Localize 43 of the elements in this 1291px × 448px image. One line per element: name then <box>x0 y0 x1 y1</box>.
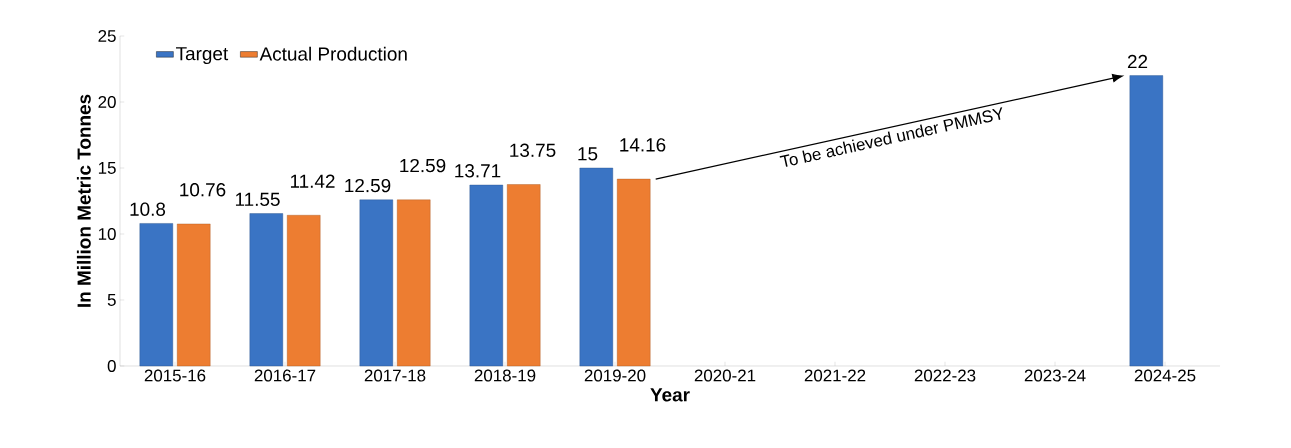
x-tick-label: 2017-18 <box>364 369 426 382</box>
bar <box>287 215 321 367</box>
bar <box>507 184 541 367</box>
data-label: 12.59 <box>400 158 446 173</box>
y-axis-title: In Million Metric Tonnes <box>76 94 91 307</box>
x-tick-label: 2023-24 <box>1024 369 1086 382</box>
legend-label: Target <box>176 47 229 65</box>
y-tick-label: 25 <box>98 30 116 42</box>
bar <box>359 199 393 367</box>
bar <box>469 184 503 367</box>
x-tick-label: 2019-20 <box>584 369 646 382</box>
bar <box>579 167 614 367</box>
y-tick-label: 15 <box>98 162 116 174</box>
x-tick-label: 2016-17 <box>254 369 316 382</box>
bar <box>249 213 283 367</box>
annotation: To be achieved under PMMSY <box>779 107 1003 167</box>
data-label: 10.8 <box>130 202 166 216</box>
bar <box>1129 75 1164 367</box>
data-label: 14.16 <box>620 138 666 152</box>
y-tick-label: 5 <box>107 294 116 306</box>
data-label: 11.42 <box>290 174 335 188</box>
y-tick-label: 10 <box>98 228 116 240</box>
x-tick-label: 2018-19 <box>474 369 536 382</box>
bar <box>397 199 431 367</box>
bar <box>177 223 211 367</box>
bar <box>139 223 173 367</box>
x-tick-label: 2015-16 <box>144 369 206 382</box>
data-label: 13.71 <box>455 164 501 178</box>
x-tick-label: 2024-25 <box>1134 369 1196 382</box>
x-tick-label: 2021-22 <box>804 369 866 382</box>
data-label: 22 <box>1127 54 1148 69</box>
x-tick-label: 2022-23 <box>914 369 976 382</box>
bar <box>617 178 651 367</box>
y-tick-label: 20 <box>98 96 116 108</box>
x-tick-label: 2020-21 <box>694 369 756 382</box>
legend-label: Actual Production <box>259 46 407 61</box>
data-label: 15 <box>578 147 598 161</box>
data-label: 13.75 <box>510 143 556 157</box>
x-axis-title: Year <box>650 388 690 402</box>
data-label: 11.55 <box>235 192 280 207</box>
y-tick-label: 0 <box>107 360 116 372</box>
data-label: 10.76 <box>180 183 226 197</box>
data-label: 12.59 <box>345 178 391 193</box>
